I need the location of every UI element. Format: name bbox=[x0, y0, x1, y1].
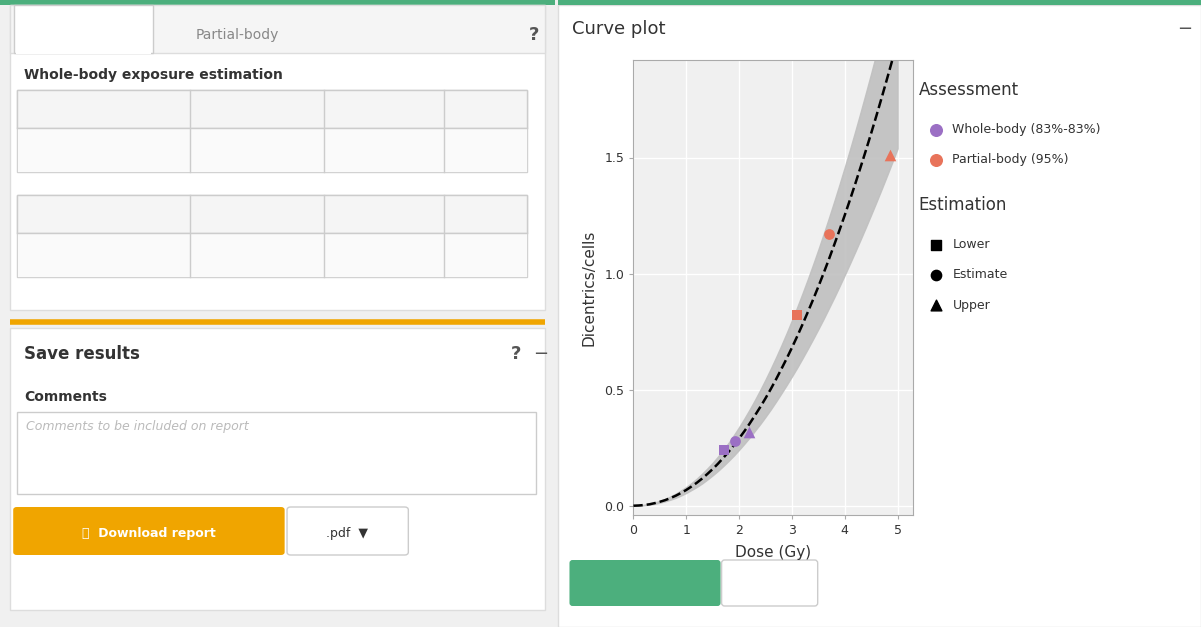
Text: Lower: Lower bbox=[952, 238, 990, 251]
Point bbox=[927, 240, 946, 250]
Text: ?: ? bbox=[530, 26, 539, 44]
Text: 0.277: 0.277 bbox=[384, 145, 420, 159]
Point bbox=[927, 125, 946, 135]
Text: upper: upper bbox=[468, 107, 504, 120]
Text: Assessment: Assessment bbox=[919, 81, 1018, 99]
Text: 1.712: 1.712 bbox=[221, 251, 257, 263]
X-axis label: Dose (Gy): Dose (Gy) bbox=[735, 545, 812, 561]
FancyBboxPatch shape bbox=[17, 412, 536, 494]
FancyBboxPatch shape bbox=[0, 0, 555, 5]
FancyBboxPatch shape bbox=[10, 5, 545, 310]
Point bbox=[725, 436, 745, 446]
Text: Estimate: Estimate bbox=[952, 268, 1008, 282]
Text: estimate: estimate bbox=[357, 107, 412, 120]
FancyBboxPatch shape bbox=[17, 195, 527, 233]
FancyBboxPatch shape bbox=[558, 0, 1201, 5]
Text: ?: ? bbox=[512, 345, 521, 363]
FancyBboxPatch shape bbox=[722, 560, 818, 606]
Y-axis label: Dicentrics/cells: Dicentrics/cells bbox=[581, 229, 596, 345]
FancyBboxPatch shape bbox=[569, 560, 721, 606]
Text: lower: lower bbox=[240, 107, 274, 120]
Point bbox=[819, 229, 838, 239]
Text: yield: yield bbox=[88, 145, 119, 159]
Text: Partial-body (95%): Partial-body (95%) bbox=[952, 154, 1069, 167]
Text: .pdf  ▼: .pdf ▼ bbox=[327, 527, 368, 539]
Text: Whole-body: Whole-body bbox=[43, 28, 125, 42]
FancyBboxPatch shape bbox=[17, 195, 527, 277]
Text: 0.319: 0.319 bbox=[483, 145, 519, 159]
Text: dose (Gy): dose (Gy) bbox=[73, 251, 133, 263]
FancyBboxPatch shape bbox=[17, 233, 527, 277]
Text: Comments: Comments bbox=[24, 390, 107, 404]
FancyBboxPatch shape bbox=[14, 5, 153, 53]
Text: 0.240: 0.240 bbox=[221, 145, 257, 159]
Text: ⤓  Download report: ⤓ Download report bbox=[82, 527, 216, 539]
FancyBboxPatch shape bbox=[13, 507, 285, 555]
Text: 1.931: 1.931 bbox=[384, 251, 420, 263]
Text: Whole-body exposure estimation: Whole-body exposure estimation bbox=[24, 68, 283, 82]
Text: Upper: Upper bbox=[952, 298, 990, 312]
FancyBboxPatch shape bbox=[17, 90, 527, 128]
Text: Comments to be included on report: Comments to be included on report bbox=[26, 420, 249, 433]
Text: −: − bbox=[1177, 20, 1193, 38]
Text: Save results: Save results bbox=[24, 345, 139, 363]
Point bbox=[927, 155, 946, 165]
Point bbox=[715, 445, 734, 455]
Point bbox=[740, 426, 759, 436]
FancyBboxPatch shape bbox=[558, 5, 1201, 627]
Text: Estimation: Estimation bbox=[919, 196, 1006, 214]
Point bbox=[880, 150, 900, 160]
Point bbox=[927, 300, 946, 310]
Text: 2.187: 2.187 bbox=[483, 251, 519, 263]
FancyBboxPatch shape bbox=[17, 90, 527, 172]
FancyBboxPatch shape bbox=[10, 5, 545, 53]
Text: .png  ▼: .png ▼ bbox=[747, 577, 793, 591]
Text: ⤓  Save plot: ⤓ Save plot bbox=[603, 577, 686, 591]
FancyBboxPatch shape bbox=[16, 51, 151, 54]
Text: upper: upper bbox=[468, 211, 504, 224]
Text: Whole-body (83%-83%): Whole-body (83%-83%) bbox=[952, 124, 1101, 137]
Text: lower: lower bbox=[240, 211, 274, 224]
Text: Curve plot: Curve plot bbox=[573, 20, 667, 38]
FancyBboxPatch shape bbox=[17, 128, 527, 172]
Text: −: − bbox=[533, 345, 548, 363]
Text: estimate: estimate bbox=[357, 211, 412, 224]
Text: Partial-body: Partial-body bbox=[196, 28, 280, 42]
FancyBboxPatch shape bbox=[287, 507, 408, 555]
Point bbox=[788, 310, 807, 320]
Point bbox=[927, 270, 946, 280]
FancyBboxPatch shape bbox=[10, 328, 545, 610]
